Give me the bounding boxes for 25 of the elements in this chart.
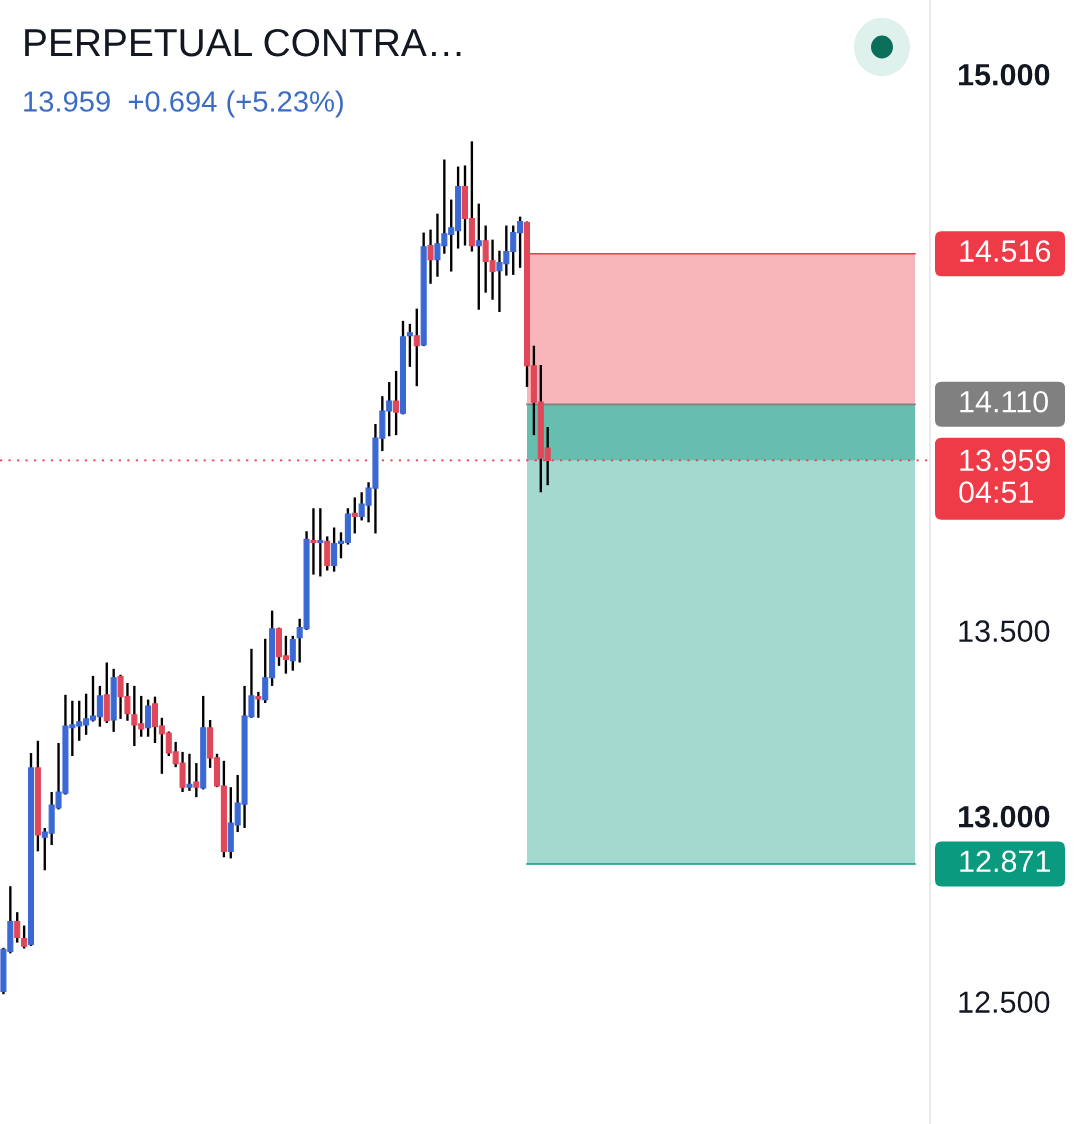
ref-line-label: 14.516 (960, 240, 1051, 262)
y-tick-label: 12.500 (959, 991, 1050, 1013)
candlestick (186, 752, 193, 793)
candlestick (406, 322, 413, 369)
text: PERPETUAL CONTRA… (25, 28, 461, 57)
y-tick-label: 13.500 (959, 620, 1050, 642)
candlestick (310, 507, 317, 576)
candlestick (145, 698, 152, 738)
candlestick (351, 496, 358, 535)
candlestick (14, 911, 21, 944)
text: 13.959 +0.694 (+5.23%) (24, 90, 343, 118)
candlestick (317, 507, 324, 578)
ref-line-label: 14.110 (960, 390, 1049, 413)
candlestick (413, 307, 420, 388)
candlestick (475, 202, 482, 311)
candlestick (255, 690, 262, 719)
candlestick (21, 924, 28, 950)
y-tick-label: 15.000 (959, 63, 1050, 86)
y-tick-label: 13.000 (959, 805, 1050, 828)
candlestick (393, 369, 400, 437)
candlestick (193, 761, 200, 799)
ref-line-label: 13.959 04:51 (959, 449, 1051, 503)
ref-line-label: 12.871 (960, 850, 1050, 873)
candlestick (289, 634, 296, 672)
candlestick (427, 228, 434, 285)
